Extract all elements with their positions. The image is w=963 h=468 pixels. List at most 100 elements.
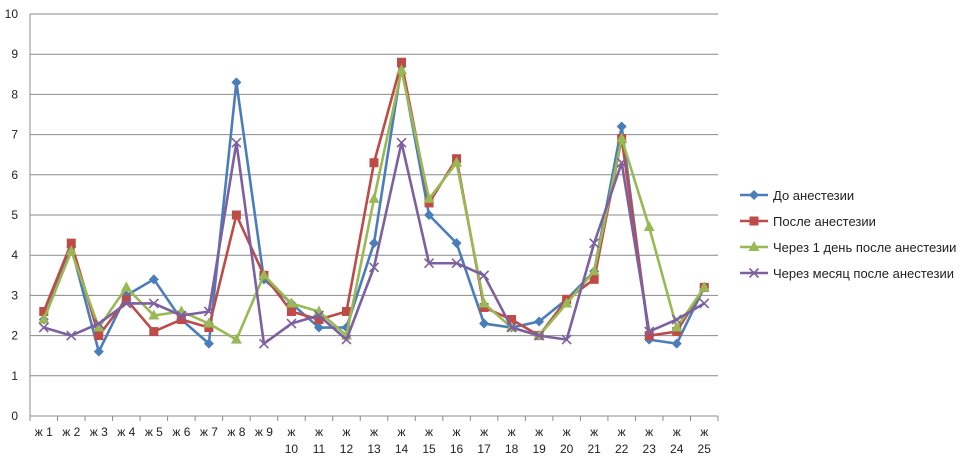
data-point (38, 322, 49, 333)
data-point (149, 327, 159, 337)
data-point (369, 158, 379, 168)
x-tick-label-line: ж (370, 425, 378, 439)
x-tick-label: ж 15 (422, 425, 436, 456)
x-tick-label-line: 18 (505, 442, 519, 456)
x-tick-label: ж 6 (172, 425, 190, 439)
x-tick-label-line: ж (453, 425, 461, 439)
data-point (286, 306, 296, 316)
data-point (203, 338, 214, 349)
data-point (148, 309, 160, 320)
data-point (38, 313, 50, 324)
data-point (93, 321, 105, 332)
x-tick-label: ж 25 (698, 425, 712, 456)
x-tick-label-line: ж (342, 425, 350, 439)
x-tick-label-line: ж (563, 425, 571, 439)
x-tick-label-line: 24 (670, 442, 684, 456)
x-tick-label-line: ж (508, 425, 516, 439)
data-point (341, 306, 351, 316)
data-point (368, 192, 380, 203)
data-point (66, 238, 76, 248)
x-tick-label: ж 9 (255, 425, 273, 439)
x-tick-label-line: ж 3 (90, 425, 108, 439)
x-tick-label: ж 14 (395, 425, 409, 456)
data-point (534, 330, 545, 341)
x-tick-label-line: ж (618, 425, 626, 439)
x-tick-label-line: ж (315, 425, 323, 439)
x-tick-label-line: ж (673, 425, 681, 439)
data-point (616, 157, 627, 168)
series-4 (38, 137, 710, 349)
x-tick-label-line: 15 (422, 442, 436, 456)
data-point (671, 314, 682, 325)
legend-swatch-marker (748, 267, 760, 279)
x-tick-label: ж 4 (117, 425, 135, 439)
data-point (644, 326, 655, 337)
data-point (616, 132, 628, 143)
data-point (120, 281, 132, 292)
x-tick-label-line: 21 (587, 442, 601, 456)
x-tick-label-line: 14 (395, 442, 409, 456)
x-tick-label: ж 2 (62, 425, 80, 439)
legend-item-series-4: Через месяц после анестезии (740, 260, 962, 286)
data-point (616, 121, 627, 132)
series-line (42, 68, 706, 341)
legend-item-series-1: До анестезии (740, 182, 962, 208)
x-tick-label-line: ж (645, 425, 653, 439)
legend-item-series-2: После анестезии (740, 208, 962, 234)
x-tick-label-line: ж 4 (117, 425, 135, 439)
x-tick-label-line: ж (398, 425, 406, 439)
data-point (39, 306, 49, 316)
data-point (93, 318, 104, 329)
data-point (204, 323, 214, 333)
x-tick-label-line: ж (287, 425, 295, 439)
x-tick-label: ж 23 (643, 425, 657, 456)
data-point (94, 331, 104, 341)
data-point (176, 315, 186, 325)
data-point (231, 137, 242, 148)
legend-label-series-2: После анестезии (773, 213, 876, 229)
data-point (506, 322, 517, 333)
x-tick-label-line: ж 8 (227, 425, 245, 439)
data-point (451, 156, 463, 167)
data-point (643, 221, 655, 232)
x-tick-label-line: 17 (477, 442, 491, 456)
data-point (285, 297, 297, 308)
x-tick-label-line: 12 (340, 442, 354, 456)
data-point (698, 281, 710, 292)
x-tick-label: ж 11 (313, 425, 326, 456)
x-tick-label: ж 16 (450, 425, 464, 456)
data-point (671, 321, 683, 332)
data-point (451, 258, 462, 269)
x-tick-label: ж 7 (200, 425, 218, 439)
data-point (699, 298, 710, 309)
y-tick-label: 0 (11, 409, 18, 423)
data-point (396, 137, 407, 148)
x-tick-label-line: ж (590, 425, 598, 439)
legend-label-series-4: Через месяц после анестезии (773, 265, 954, 281)
x-tick-label-line: 13 (367, 442, 381, 456)
legend: До анестезии После анестезии Через 1 ден… (740, 182, 962, 286)
data-point (424, 210, 435, 220)
data-point (66, 330, 77, 341)
x-tick-label: ж 17 (477, 425, 491, 456)
y-tick-label: 3 (11, 288, 18, 302)
data-point (368, 262, 380, 273)
legend-swatch-marker (749, 190, 759, 200)
x-tick-label-line: 19 (532, 442, 546, 456)
x-tick-label-line: ж (480, 425, 488, 439)
legend-item-series-3: Через 1 день после анестезии (740, 234, 962, 260)
x-tick-label: ж 1 (35, 425, 53, 439)
y-tick-label: 10 (5, 7, 19, 21)
x-tick-label: ж 22 (615, 425, 629, 456)
y-tick-label: 1 (11, 369, 18, 383)
data-point (396, 64, 408, 75)
y-tick-label: 4 (11, 248, 18, 262)
x-tick-label-line: ж 7 (200, 425, 218, 439)
data-point (93, 346, 104, 357)
data-point (258, 338, 269, 349)
y-tick-label: 5 (11, 208, 18, 222)
x-tick-label-line: ж 6 (172, 425, 190, 439)
x-tick-label: ж 3 (90, 425, 108, 439)
series-3 (38, 64, 710, 344)
